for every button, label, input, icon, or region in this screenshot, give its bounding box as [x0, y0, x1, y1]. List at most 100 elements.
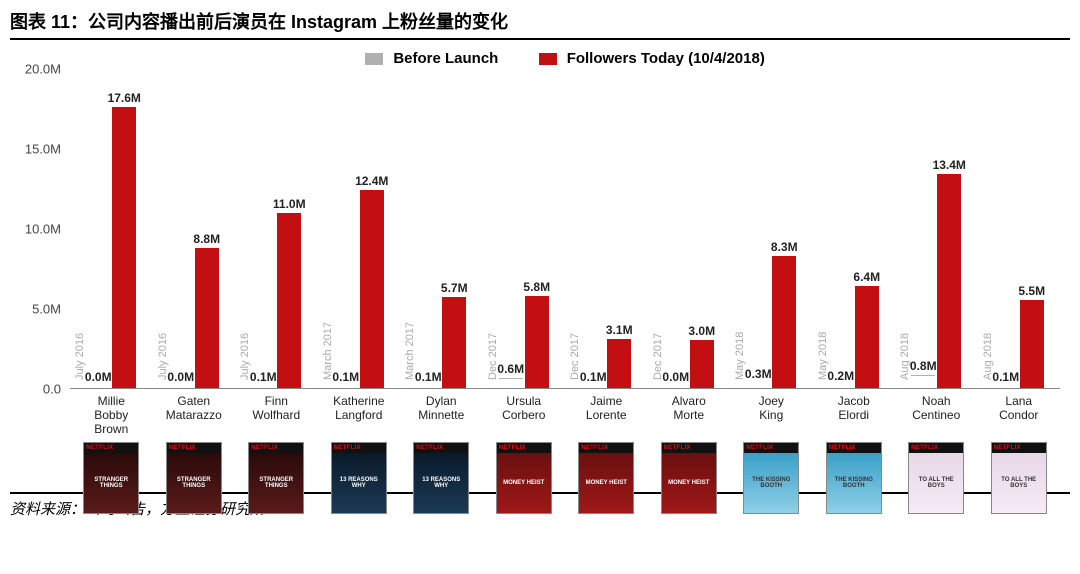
- poster-art: STRANGER THINGS: [249, 453, 303, 513]
- plot-region: 0.05.0M10.0M15.0M20.0M July 20160.0M17.6…: [70, 69, 1060, 389]
- netflix-brand-label: NETFLIX: [249, 443, 303, 453]
- netflix-brand-label: NETFLIX: [167, 443, 221, 453]
- netflix-brand-label: NETFLIX: [909, 443, 963, 453]
- bar-after-value: 5.5M: [1018, 284, 1045, 300]
- netflix-brand-label: NETFLIX: [662, 443, 716, 453]
- bar-after-value: 12.4M: [355, 174, 388, 190]
- bar-after-value: 5.7M: [441, 281, 468, 297]
- bar-after: 12.4M: [360, 190, 384, 388]
- chart-title: 图表 11：公司内容播出前后演员在 Instagram 上粉丝量的变化: [10, 8, 1070, 40]
- bar-before-value: 0.0M: [167, 370, 194, 386]
- poster-art: TO ALL THE BOYS: [992, 453, 1046, 513]
- netflix-brand-label: NETFLIX: [579, 443, 633, 453]
- poster-art: MONEY HEIST: [579, 453, 633, 513]
- poster-art: 13 REASONS WHY: [414, 453, 468, 513]
- bar-group: Dec 20170.0M3.0M: [648, 69, 731, 388]
- netflix-brand-label: NETFLIX: [497, 443, 551, 453]
- bar-before-value: 0.2M: [827, 369, 854, 385]
- show-poster: NETFLIXTO ALL THE BOYS: [908, 442, 964, 514]
- netflix-brand-label: NETFLIX: [744, 443, 798, 453]
- x-axis-label: UrsulaCorbero: [483, 395, 566, 436]
- bar-before-value: 0.6M: [497, 362, 524, 378]
- bar-before-value: 0.0M: [662, 370, 689, 386]
- bar-group: Dec 20170.6M5.8M: [483, 69, 566, 388]
- bar-group: July 20160.0M17.6M: [70, 69, 153, 388]
- bar-after: 8.8M: [195, 248, 219, 388]
- bar-after-value: 8.8M: [193, 232, 220, 248]
- legend-after-label: Followers Today (10/4/2018): [567, 50, 765, 67]
- x-axis-label: DylanMinnette: [400, 395, 483, 436]
- x-axis-label: AlvaroMorte: [648, 395, 731, 436]
- show-poster: NETFLIXMONEY HEIST: [661, 442, 717, 514]
- x-axis-label: FinnWolfhard: [235, 395, 318, 436]
- netflix-brand-label: NETFLIX: [827, 443, 881, 453]
- bar-after-value: 13.4M: [933, 158, 966, 174]
- legend: Before Launch Followers Today (10/4/2018…: [70, 44, 1060, 69]
- show-poster: NETFLIXTHE KISSING BOOTH: [743, 442, 799, 514]
- poster-art: TO ALL THE BOYS: [909, 453, 963, 513]
- bar-before-value: 0.3M: [745, 367, 772, 383]
- bar-group: March 20170.1M5.7M: [400, 69, 483, 388]
- bar-before-value: 0.1M: [415, 370, 442, 386]
- bar-group: July 20160.0M8.8M: [153, 69, 236, 388]
- poster-art: STRANGER THINGS: [167, 453, 221, 513]
- bar-before: 0.8M: [911, 375, 935, 376]
- bar-after-value: 3.0M: [688, 324, 715, 340]
- x-axis-label: NoahCentineo: [895, 395, 978, 436]
- netflix-brand-label: NETFLIX: [84, 443, 138, 453]
- bar-before-value: 0.8M: [910, 359, 937, 375]
- legend-after: Followers Today (10/4/2018): [539, 50, 765, 67]
- show-poster: NETFLIXTO ALL THE BOYS: [991, 442, 1047, 514]
- x-axis-label: KatherineLangford: [318, 395, 401, 436]
- bar-before-value: 0.1M: [580, 370, 607, 386]
- bar-before-value: 0.1M: [332, 370, 359, 386]
- bars-container: July 20160.0M17.6MJuly 20160.0M8.8MJuly …: [70, 69, 1060, 389]
- bar-after-value: 6.4M: [853, 270, 880, 286]
- bar-after: 5.5M: [1020, 300, 1044, 388]
- y-tick: 0.0: [43, 382, 61, 397]
- bar-group: Aug 20180.1M5.5M: [978, 69, 1061, 388]
- netflix-brand-label: NETFLIX: [992, 443, 1046, 453]
- poster-art: THE KISSING BOOTH: [744, 453, 798, 513]
- y-tick: 20.0M: [25, 62, 61, 77]
- bar-after-value: 11.0M: [273, 197, 306, 213]
- poster-art: MONEY HEIST: [662, 453, 716, 513]
- bar-group: May 20180.3M8.3M: [730, 69, 813, 388]
- show-poster: NETFLIXSTRANGER THINGS: [83, 442, 139, 514]
- y-tick: 15.0M: [25, 142, 61, 157]
- show-poster: NETFLIXMONEY HEIST: [496, 442, 552, 514]
- bar-after: 3.1M: [607, 339, 631, 388]
- show-poster: NETFLIXSTRANGER THINGS: [248, 442, 304, 514]
- legend-before-label: Before Launch: [393, 50, 498, 67]
- bar-group: Dec 20170.1M3.1M: [565, 69, 648, 388]
- poster-row: NETFLIXSTRANGER THINGSNETFLIXSTRANGER TH…: [70, 442, 1060, 514]
- show-poster: NETFLIXMONEY HEIST: [578, 442, 634, 514]
- chart-area: Before Launch Followers Today (10/4/2018…: [10, 44, 1070, 484]
- bar-after: 8.3M: [772, 256, 796, 388]
- x-axis-label: GatenMatarazzo: [153, 395, 236, 436]
- bar-before-value: 0.1M: [250, 370, 277, 386]
- legend-after-swatch: [539, 53, 557, 65]
- bar-before-value: 0.1M: [992, 370, 1019, 386]
- poster-art: MONEY HEIST: [497, 453, 551, 513]
- bar-group: March 20170.1M12.4M: [318, 69, 401, 388]
- x-axis-labels: MillieBobbyBrownGatenMatarazzoFinnWolfha…: [70, 395, 1060, 436]
- y-tick: 5.0M: [32, 302, 61, 317]
- bar-after: 5.7M: [442, 297, 466, 388]
- poster-art: STRANGER THINGS: [84, 453, 138, 513]
- poster-art: 13 REASONS WHY: [332, 453, 386, 513]
- y-axis: 0.05.0M10.0M15.0M20.0M: [10, 69, 65, 389]
- legend-before-swatch: [365, 53, 383, 65]
- y-tick: 10.0M: [25, 222, 61, 237]
- bar-after: 5.8M: [525, 296, 549, 389]
- x-axis-label: JacobElordi: [813, 395, 896, 436]
- bar-after: 11.0M: [277, 213, 301, 388]
- show-poster: NETFLIXTHE KISSING BOOTH: [826, 442, 882, 514]
- netflix-brand-label: NETFLIX: [332, 443, 386, 453]
- x-axis-label: MillieBobbyBrown: [70, 395, 153, 436]
- bar-after-value: 17.6M: [108, 91, 141, 107]
- bar-after: 3.0M: [690, 340, 714, 388]
- poster-art: THE KISSING BOOTH: [827, 453, 881, 513]
- x-axis-label: JaimeLorente: [565, 395, 648, 436]
- bar-group: July 20160.1M11.0M: [235, 69, 318, 388]
